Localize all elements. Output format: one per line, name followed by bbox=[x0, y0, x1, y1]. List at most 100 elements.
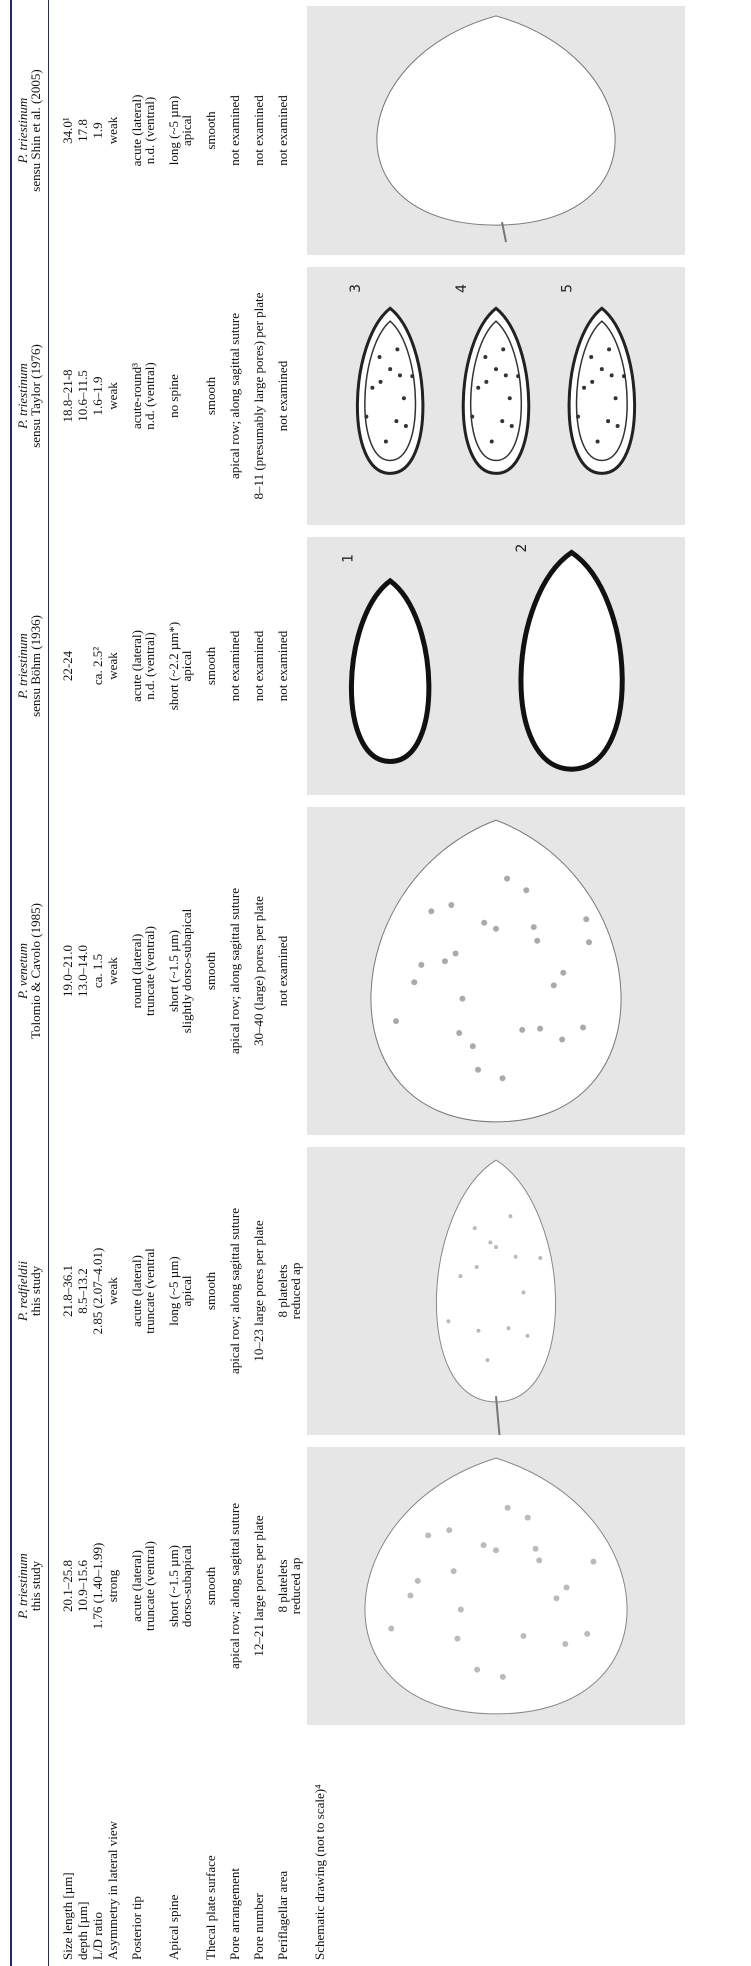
cell: long (~5 µm)apical bbox=[157, 0, 194, 261]
pore bbox=[616, 424, 620, 428]
pore bbox=[384, 439, 388, 443]
pore bbox=[583, 916, 589, 922]
cell: weak bbox=[105, 801, 120, 1141]
pore bbox=[364, 415, 368, 419]
figure-number: 3 bbox=[348, 284, 364, 293]
pore bbox=[533, 1546, 539, 1552]
cell: apical row; along sagittal suture bbox=[218, 261, 242, 531]
pore bbox=[454, 1636, 460, 1642]
pore bbox=[536, 1557, 542, 1563]
pore bbox=[476, 1329, 480, 1333]
pore bbox=[458, 1274, 462, 1278]
cell: not examined bbox=[266, 0, 303, 261]
pore bbox=[378, 355, 382, 359]
pore bbox=[622, 374, 626, 378]
row-label: Size length [µm] bbox=[49, 1731, 76, 1966]
cell: 18.8–21-8 bbox=[49, 261, 76, 531]
cell-line: apical bbox=[180, 4, 193, 257]
pore bbox=[516, 374, 520, 378]
cell: smooth bbox=[194, 531, 218, 801]
pore bbox=[470, 1043, 476, 1049]
source: this study bbox=[29, 1143, 42, 1439]
cell: 17.8 bbox=[75, 0, 90, 261]
cell: apical row; along sagittal suture bbox=[218, 1141, 242, 1441]
cell: smooth bbox=[194, 1441, 218, 1731]
schematic-drawing bbox=[307, 1147, 685, 1435]
table-row: Pore arrangement apical row; along sagitt… bbox=[218, 0, 242, 1966]
cell: ca. 1.5 bbox=[90, 801, 105, 1141]
cell-line: n.d. (ventral) bbox=[143, 535, 156, 797]
cell bbox=[75, 531, 90, 801]
pore bbox=[418, 962, 424, 968]
figure-number: 5 bbox=[560, 284, 576, 293]
pore bbox=[538, 1256, 542, 1260]
schematic-drawing: 12 bbox=[307, 537, 685, 795]
cell-outline bbox=[371, 820, 621, 1122]
cell: smooth bbox=[194, 0, 218, 261]
row-label: Pore arrangement bbox=[218, 1731, 242, 1966]
source: sensu Shin et al. (2005) bbox=[29, 2, 42, 259]
pore bbox=[586, 939, 592, 945]
source: sensu Böhm (1936) bbox=[29, 533, 42, 799]
pore bbox=[483, 355, 487, 359]
cell: smooth bbox=[194, 1141, 218, 1441]
row-label: Schematic drawing (not to scale)⁴ bbox=[303, 1731, 689, 1966]
pore bbox=[494, 1245, 498, 1249]
pore bbox=[614, 396, 618, 400]
drawing-cell bbox=[303, 801, 689, 1141]
cell: not examined bbox=[266, 531, 303, 801]
pore bbox=[531, 924, 537, 930]
pore bbox=[446, 1527, 452, 1533]
pore bbox=[521, 1291, 525, 1295]
pore bbox=[488, 1240, 492, 1244]
pore bbox=[551, 982, 557, 988]
cell: long (~5 µm)apical bbox=[157, 1141, 194, 1441]
cell: round (lateral)truncate (ventral) bbox=[120, 801, 157, 1141]
drawing-box bbox=[307, 6, 685, 255]
pore bbox=[404, 424, 408, 428]
cell: 34.0¹ bbox=[49, 0, 76, 261]
row-label: Pore number bbox=[242, 1731, 266, 1966]
pore bbox=[428, 908, 434, 914]
cell: 1.9 bbox=[90, 0, 105, 261]
cell-outline bbox=[436, 1160, 555, 1402]
cell: 1.6–1.9 bbox=[90, 261, 105, 531]
cell: not examined bbox=[266, 801, 303, 1141]
cell: weak bbox=[105, 0, 120, 261]
pore bbox=[458, 1606, 464, 1612]
pore bbox=[446, 1319, 450, 1323]
cell-outline bbox=[365, 1458, 627, 1714]
figure-number: 2 bbox=[514, 544, 530, 553]
pore bbox=[394, 419, 398, 423]
cell-line: reduced ap bbox=[289, 1145, 302, 1437]
pore bbox=[500, 1674, 506, 1680]
pore bbox=[520, 1633, 526, 1639]
pore bbox=[398, 373, 402, 377]
pore bbox=[580, 1025, 586, 1031]
pore bbox=[402, 396, 406, 400]
cell-outline bbox=[351, 581, 428, 762]
cell-line: reduced ap bbox=[289, 1445, 302, 1727]
row-label: Thecal plate surface bbox=[194, 1731, 218, 1966]
pore bbox=[475, 1265, 479, 1269]
cell: 21.8–36.1 bbox=[49, 1141, 76, 1441]
pore bbox=[596, 439, 600, 443]
cell: acute (lateral)truncate (ventral bbox=[120, 1141, 157, 1441]
pore bbox=[456, 1030, 462, 1036]
pore bbox=[534, 938, 540, 944]
source: sensu Taylor (1976) bbox=[29, 263, 42, 529]
cell: 10.9–15.6 bbox=[75, 1441, 90, 1731]
row-label: Posterior tip bbox=[120, 1731, 157, 1966]
header-corner bbox=[11, 1731, 49, 1966]
source: this study bbox=[29, 1443, 42, 1729]
pore bbox=[600, 367, 604, 371]
cell: 8–11 (presumably large pores) per plate bbox=[242, 261, 266, 531]
pore bbox=[610, 373, 614, 377]
pore bbox=[494, 367, 498, 371]
cell: no spine bbox=[157, 261, 194, 531]
row-label: Apical spine bbox=[157, 1731, 194, 1966]
